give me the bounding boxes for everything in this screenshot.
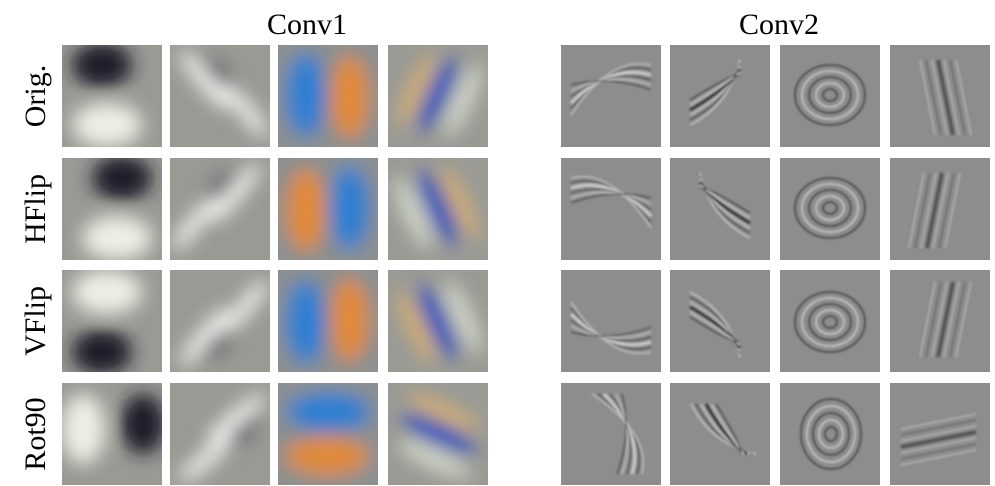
blob xyxy=(72,270,142,314)
conv2-filter xyxy=(670,45,770,147)
blob xyxy=(268,35,388,157)
blob xyxy=(61,394,105,464)
conv2-filter xyxy=(561,45,661,147)
conv2-filter xyxy=(890,158,990,260)
conv1-filter xyxy=(267,374,389,486)
tile-bg xyxy=(561,383,661,485)
conv2-filter xyxy=(670,270,770,372)
blob xyxy=(285,436,369,476)
conv2-filter xyxy=(780,45,880,147)
column-title: Conv1 xyxy=(267,8,347,41)
tile-bg xyxy=(670,158,770,260)
blob xyxy=(286,53,326,137)
row-label: Orig. xyxy=(19,65,52,128)
conv1-filter xyxy=(170,270,274,372)
tile-bg xyxy=(670,45,770,147)
blob xyxy=(268,260,388,382)
conv1-filter xyxy=(388,270,489,372)
conv1-filter xyxy=(62,270,162,374)
conv2-filter xyxy=(780,383,880,485)
blob xyxy=(72,330,132,374)
row-label: Rot90 xyxy=(19,397,52,470)
blob xyxy=(268,148,388,270)
conv1-filter xyxy=(268,35,388,157)
tile-content xyxy=(268,260,388,382)
tile-bg xyxy=(780,383,880,485)
conv2-filter xyxy=(780,158,880,260)
blob xyxy=(82,216,152,260)
blob xyxy=(72,43,132,87)
conv1-filter xyxy=(166,158,270,260)
row-label: VFlip xyxy=(19,286,52,356)
conv1-filter xyxy=(62,43,162,147)
tile-bg xyxy=(670,270,770,372)
conv1-filter xyxy=(62,156,162,260)
row-label: HFlip xyxy=(19,174,52,244)
conv1-filter xyxy=(268,148,388,270)
blob xyxy=(330,278,370,362)
conv2-filter xyxy=(890,383,990,485)
conv1-filter xyxy=(61,383,165,485)
conv2-filter xyxy=(890,45,990,147)
blob xyxy=(286,280,326,364)
conv1-filter xyxy=(388,45,489,147)
conv1-filter xyxy=(170,45,274,147)
conv2-filter xyxy=(890,270,990,372)
tile-content xyxy=(268,35,388,157)
conv2-filter xyxy=(561,158,661,260)
conv1-filter xyxy=(170,383,270,486)
conv2-filter xyxy=(561,270,661,372)
tile-bg xyxy=(561,45,661,147)
conv1-filter xyxy=(388,383,488,485)
figure: Conv1 Conv2 Orig. HFlip VFlip Rot90 xyxy=(0,0,995,486)
tile-bg xyxy=(561,158,661,260)
blob xyxy=(121,394,165,454)
blob xyxy=(287,392,371,432)
tile-content xyxy=(268,148,388,270)
conv2-filter xyxy=(670,383,770,485)
conv2-filter xyxy=(561,383,661,485)
conv2-filter xyxy=(670,158,770,260)
blob xyxy=(286,168,326,252)
blob xyxy=(72,103,142,147)
tile-bg xyxy=(561,270,661,372)
conv1-filter xyxy=(387,158,488,260)
blob xyxy=(330,55,370,139)
conv1-filter xyxy=(268,260,388,382)
tile-bg xyxy=(670,383,770,485)
tile-content xyxy=(267,374,389,486)
conv2-filter xyxy=(780,270,880,372)
blob xyxy=(92,156,152,200)
blob xyxy=(330,166,370,250)
column-title: Conv2 xyxy=(739,8,819,41)
